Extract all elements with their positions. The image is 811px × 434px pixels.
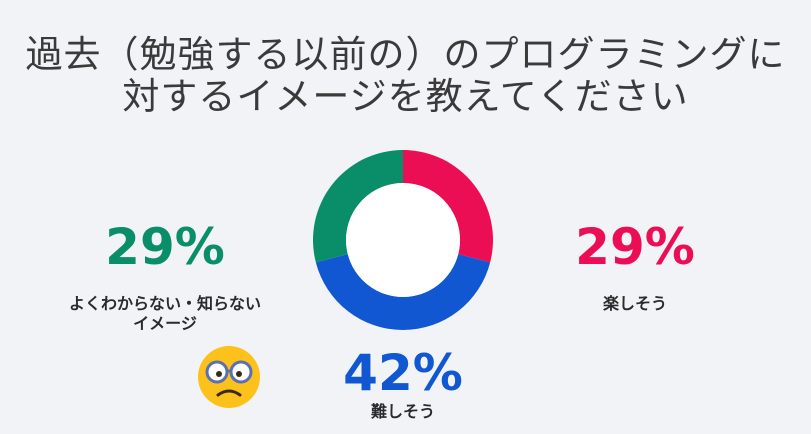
- chart-title: 過去（勉強する以前の）のプログラミングに対するイメージを教えてください: [25, 33, 786, 118]
- donut-hole: [346, 183, 460, 297]
- unknown-category-label-line1: よくわからない・知らない: [68, 294, 261, 313]
- donut-slice-2: [313, 150, 403, 263]
- donut-slice-1: [315, 254, 491, 330]
- unknown-percent-label: 29%: [105, 218, 225, 276]
- confused-face-with-glasses-icon: [198, 346, 260, 408]
- fun-category-label: 楽しそう: [602, 294, 667, 313]
- unknown-category-label: よくわからない・知らない イメージ: [25, 294, 305, 334]
- hard-percent-label: 42%: [343, 344, 463, 402]
- donut-chart: [313, 150, 493, 330]
- fun-percent-label: 29%: [575, 218, 695, 276]
- unknown-category-label-line2: イメージ: [133, 314, 197, 333]
- hard-category-label: 難しそう: [370, 402, 435, 421]
- donut-slice-0: [403, 150, 493, 263]
